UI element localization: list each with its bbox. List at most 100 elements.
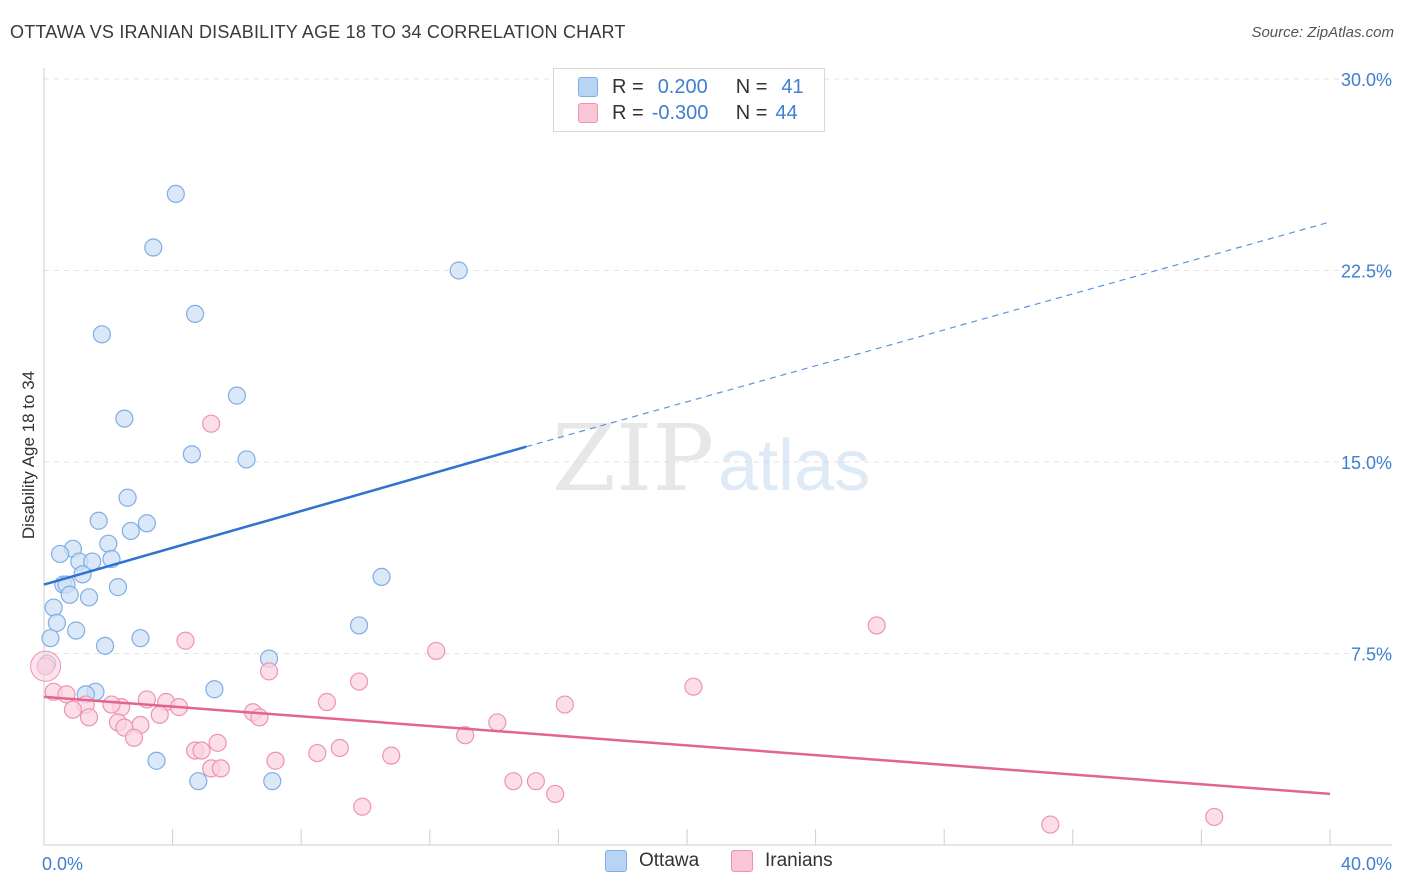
- point-iranians: [102, 695, 121, 714]
- point-ottawa: [115, 409, 134, 428]
- point-iranians: [317, 692, 337, 712]
- point-ottawa: [95, 636, 115, 655]
- point-iranians: [266, 751, 285, 770]
- point-ottawa: [50, 544, 70, 564]
- legend-r-label: R =: [612, 101, 644, 124]
- tick-labels: 7.5% 15.0% 22.5% 30.0% 0.0% 40.0%: [42, 70, 1392, 874]
- point-ottawa: [137, 514, 156, 533]
- trend-line-ottawa: [43, 445, 527, 586]
- point-ottawa: [147, 751, 166, 770]
- source-label: Source: ZipAtlas.com: [1251, 24, 1394, 41]
- series-legend: Ottawa Iranians: [0, 850, 1406, 880]
- legend-r-label: R =: [612, 75, 644, 98]
- point-iranians: [202, 414, 221, 433]
- point-ottawa: [79, 588, 99, 607]
- grid-lines: [44, 78, 1392, 654]
- point-ottawa: [99, 534, 118, 553]
- y-tick-label: 22.5%: [1341, 262, 1392, 282]
- point-iranians: [308, 743, 327, 763]
- point-iranians: [330, 738, 349, 758]
- point-iranians: [867, 616, 886, 635]
- chart-title: OTTAWA VS IRANIAN DISABILITY AGE 18 TO 3…: [10, 22, 626, 42]
- legend-row-ottawa: R = 0.200 N = 41: [578, 74, 804, 100]
- point-ottawa: [182, 445, 201, 464]
- series-legend-label: Ottawa: [639, 850, 700, 871]
- data-points: [30, 184, 1224, 834]
- point-ottawa: [227, 386, 246, 405]
- legend-r-value: -0.300: [651, 101, 709, 124]
- y-tick-label: 30.0%: [1341, 70, 1392, 90]
- point-ottawa: [372, 567, 391, 587]
- point-ottawa: [237, 450, 256, 469]
- point-iranians: [546, 784, 565, 804]
- point-ottawa: [186, 304, 205, 324]
- trend-line-ottawa-extension: [526, 221, 1331, 448]
- point-ottawa: [121, 521, 140, 541]
- point-ottawa: [47, 613, 66, 632]
- legend-n-label: N =: [735, 101, 768, 124]
- watermark-atlas: atlas: [718, 426, 870, 506]
- point-iranians: [504, 772, 523, 791]
- point-iranians: [456, 726, 475, 745]
- trend-line-iranians: [43, 695, 1331, 796]
- watermark-zip: ZIP: [552, 405, 714, 512]
- point-ottawa: [118, 488, 137, 507]
- point-iranians: [488, 713, 507, 732]
- point-ottawa: [263, 772, 282, 791]
- point-ottawa: [189, 772, 208, 791]
- point-iranians: [150, 705, 169, 724]
- point-ottawa: [89, 511, 108, 530]
- point-iranians: [208, 733, 227, 752]
- trend-lines: [43, 221, 1331, 796]
- point-ottawa: [131, 629, 150, 648]
- point-iranians: [1205, 807, 1224, 827]
- point-iranians: [526, 772, 545, 791]
- point-iranians: [427, 641, 446, 661]
- legend-n-value: 44: [775, 101, 798, 124]
- point-iranians: [684, 677, 703, 696]
- series-legend-label: Iranians: [765, 850, 833, 871]
- legend-n-value: 41: [781, 75, 804, 98]
- series-legend-ottawa: Ottawa: [605, 850, 699, 872]
- series-swatch-ottawa: [605, 850, 627, 872]
- point-ottawa: [205, 680, 224, 699]
- legend-row-iranians: R = -0.300 N = 44: [578, 100, 798, 126]
- legend-swatch-ottawa: [578, 77, 598, 97]
- watermark: ZIP atlas: [552, 405, 870, 512]
- point-iranians: [259, 662, 279, 681]
- legend: R = 0.200 N = 41 R = -0.300 N = 44: [553, 68, 825, 132]
- point-iranians: [382, 746, 401, 765]
- point-iranians: [63, 700, 83, 719]
- point-ottawa: [144, 238, 163, 257]
- point-ottawa: [60, 585, 79, 604]
- point-iranians-large: [30, 650, 62, 682]
- legend-n-label: N =: [735, 75, 768, 98]
- point-ottawa: [349, 616, 369, 635]
- point-iranians: [1041, 815, 1060, 834]
- point-iranians: [555, 695, 574, 714]
- series-legend-iranians: Iranians: [731, 850, 833, 872]
- point-iranians: [79, 708, 99, 727]
- point-iranians: [349, 672, 369, 691]
- legend-swatch-iranians: [578, 103, 598, 123]
- y-tick-label: 15.0%: [1341, 453, 1392, 473]
- point-ottawa: [166, 184, 185, 203]
- point-ottawa: [449, 261, 468, 280]
- point-ottawa: [92, 325, 111, 344]
- series-swatch-iranians: [731, 850, 753, 872]
- point-ottawa: [67, 621, 86, 640]
- point-iranians: [192, 741, 211, 760]
- y-tick-label: 7.5%: [1351, 645, 1392, 665]
- point-iranians: [250, 708, 269, 727]
- x-tick-label: 40.0%: [1341, 854, 1392, 874]
- legend-r-value: 0.200: [657, 75, 708, 98]
- point-ottawa: [41, 629, 60, 648]
- y-axis-label: Disability Age 18 to 34: [19, 371, 38, 539]
- point-iranians: [353, 797, 372, 816]
- point-iranians: [211, 759, 230, 778]
- axes: [43, 68, 1392, 846]
- point-ottawa: [108, 578, 128, 597]
- point-ottawa: [44, 598, 63, 617]
- point-iranians: [124, 728, 144, 747]
